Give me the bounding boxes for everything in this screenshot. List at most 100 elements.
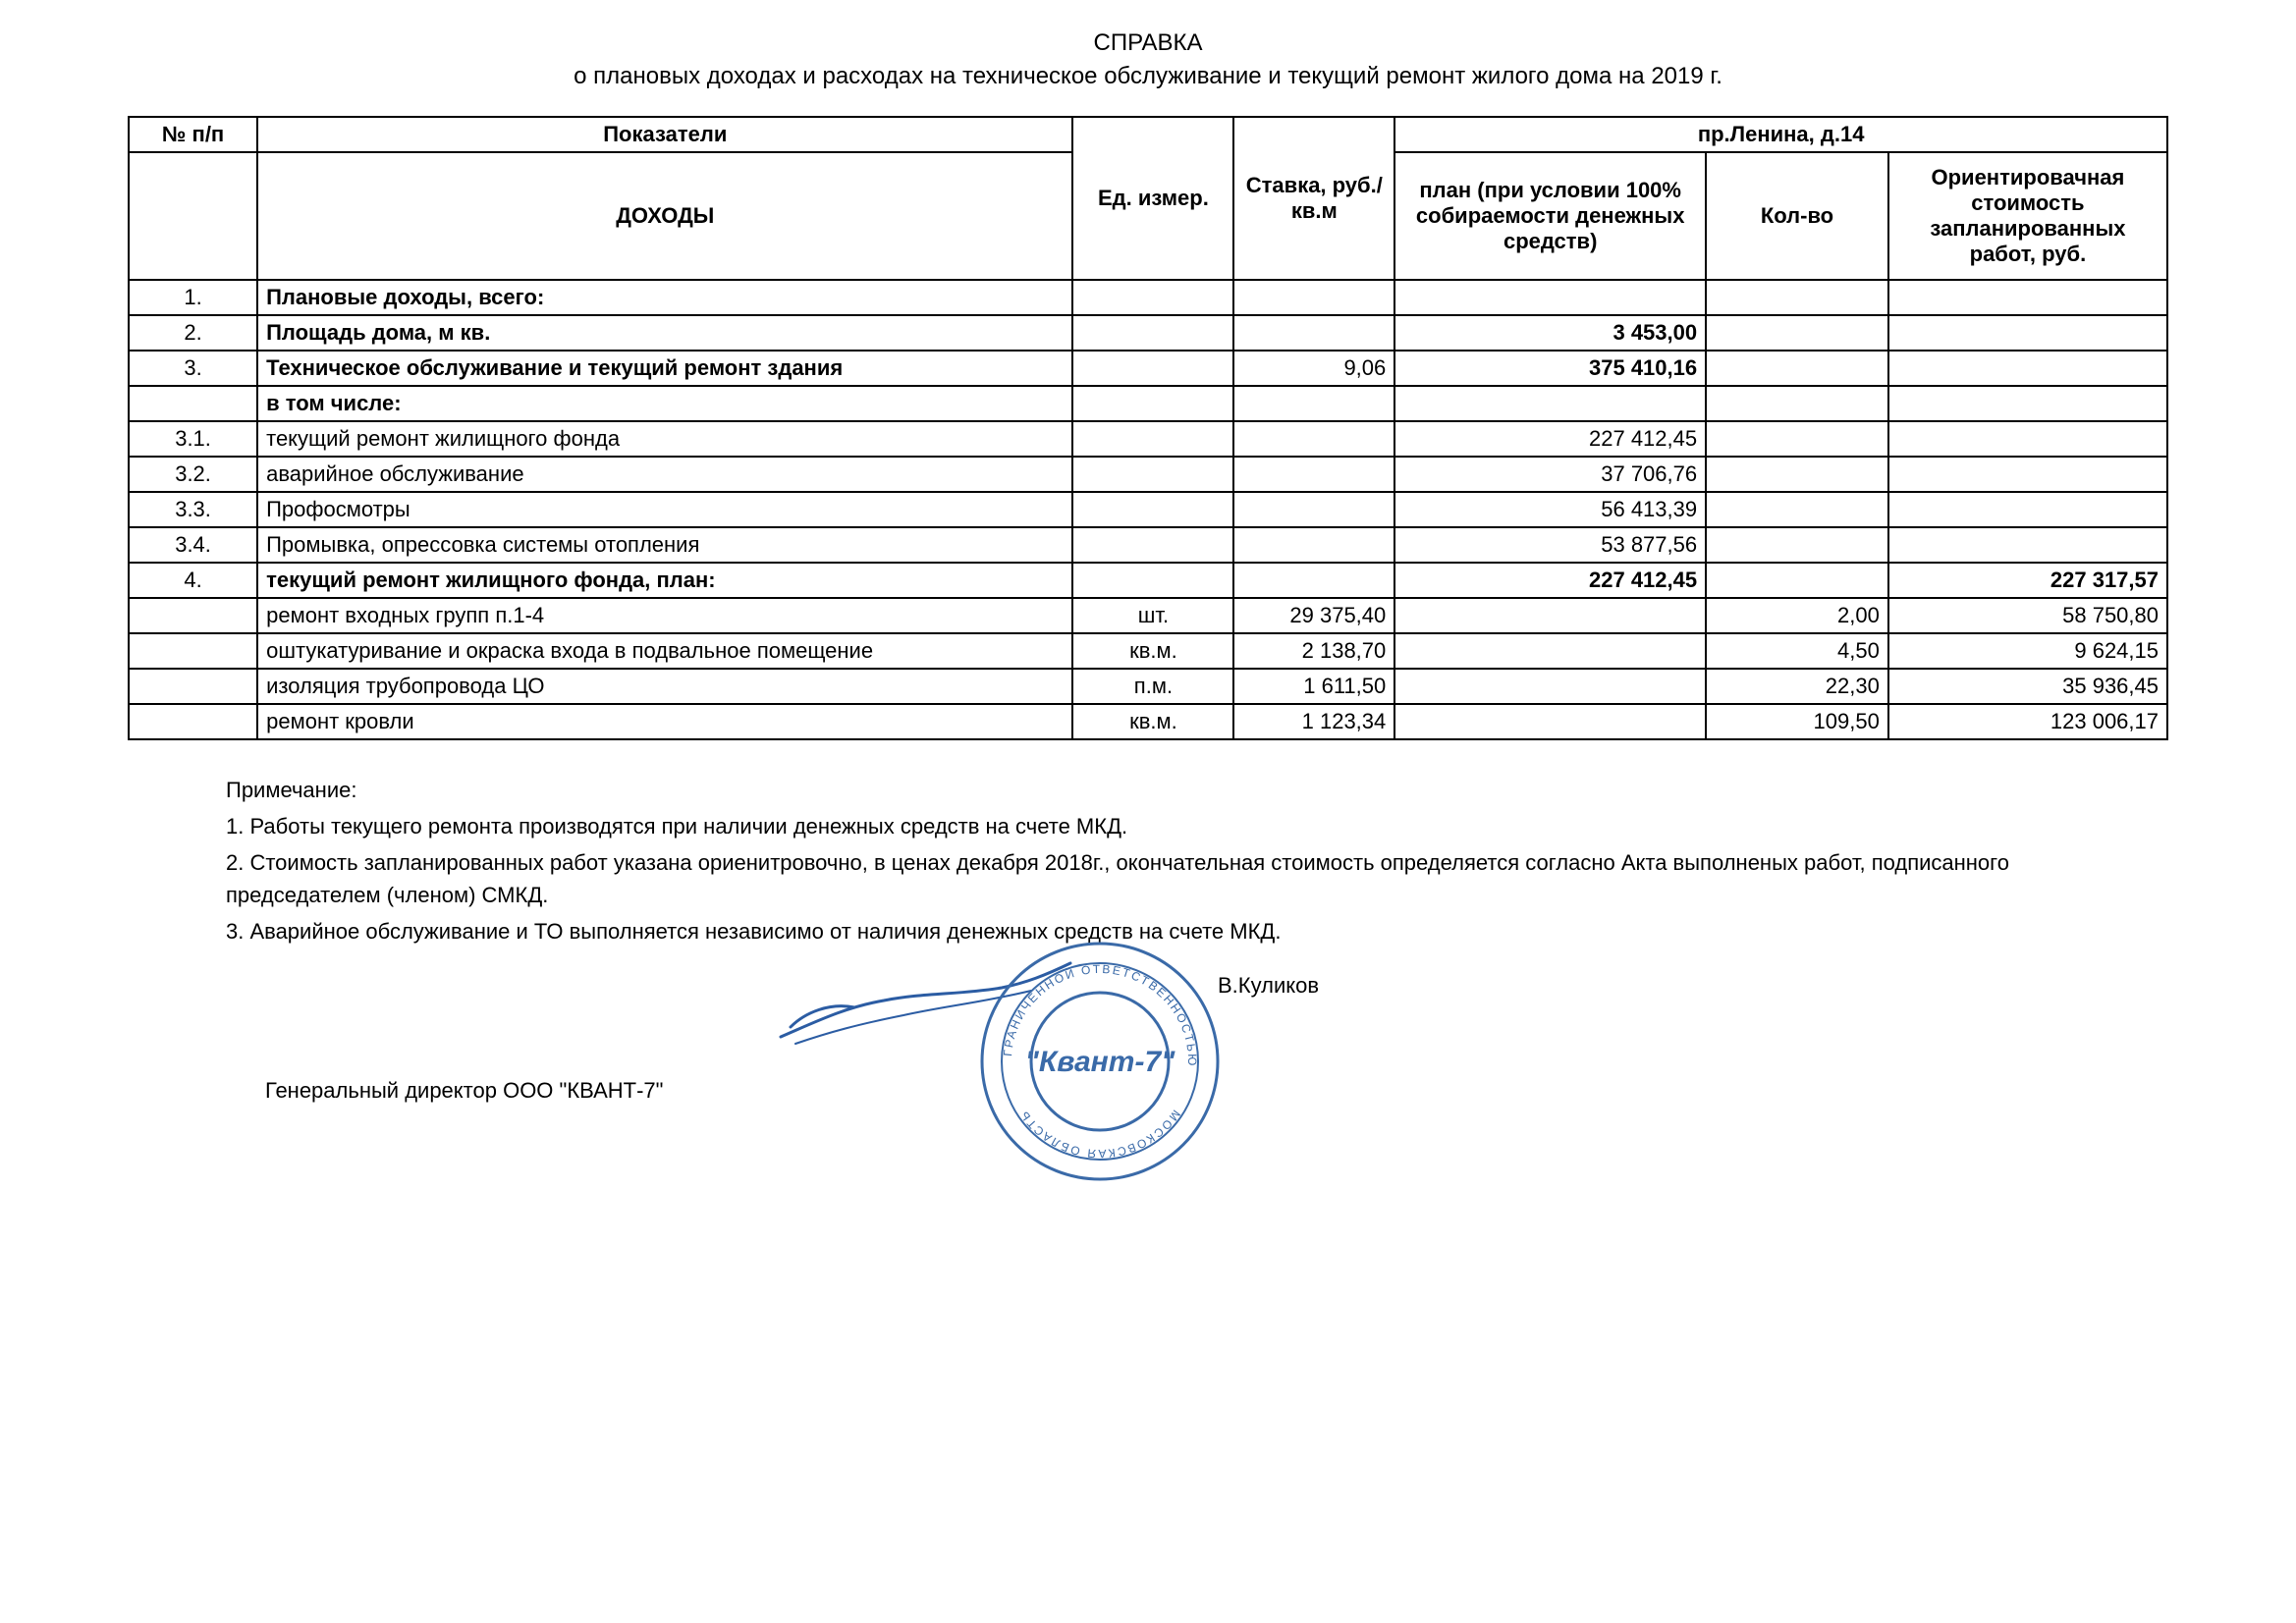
cell-cost [1888, 315, 2167, 351]
cell-unit [1072, 563, 1233, 598]
cell-unit: кв.м. [1072, 633, 1233, 669]
cell-plan: 37 706,76 [1394, 457, 1706, 492]
stamp-icon: ОГРАНИЧЕННОЙ ОТВЕТСТВЕННОСТЬЮ МОСКОВСКАЯ… [972, 934, 1228, 1189]
table-row: в том числе: [129, 386, 2167, 421]
col-indicators-header: Показатели [257, 117, 1072, 152]
note-line: 2. Стоимость запланированных работ указа… [226, 846, 2168, 911]
cell-label: ремонт кровли [257, 704, 1072, 739]
cell-qty [1706, 315, 1888, 351]
cell-unit [1072, 527, 1233, 563]
cell-qty [1706, 386, 1888, 421]
table-row: 3.2.аварийное обслуживание37 706,76 [129, 457, 2167, 492]
table-row: ремонт входных групп п.1-4шт.29 375,402,… [129, 598, 2167, 633]
cell-plan: 227 412,45 [1394, 563, 1706, 598]
cell-qty [1706, 563, 1888, 598]
cell-plan [1394, 633, 1706, 669]
cell-cost [1888, 527, 2167, 563]
cell-qty [1706, 421, 1888, 457]
table-row: ремонт кровликв.м.1 123,34109,50123 006,… [129, 704, 2167, 739]
note-line: 1. Работы текущего ремонта производятся … [226, 810, 2168, 842]
table-row: 3.Техническое обслуживание и текущий рем… [129, 351, 2167, 386]
cell-rate: 1 611,50 [1233, 669, 1394, 704]
cell-num: 2. [129, 315, 257, 351]
cell-cost [1888, 351, 2167, 386]
cell-num: 3.1. [129, 421, 257, 457]
cell-num [129, 598, 257, 633]
cell-cost [1888, 492, 2167, 527]
cell-plan: 227 412,45 [1394, 421, 1706, 457]
cell-num [129, 704, 257, 739]
cell-plan: 53 877,56 [1394, 527, 1706, 563]
cell-qty: 22,30 [1706, 669, 1888, 704]
col-qty-header: Кол-во [1706, 152, 1888, 280]
cell-qty [1706, 280, 1888, 315]
cell-rate: 2 138,70 [1233, 633, 1394, 669]
cell-cost: 35 936,45 [1888, 669, 2167, 704]
cell-rate [1233, 563, 1394, 598]
cell-num [129, 669, 257, 704]
col-income-header: ДОХОДЫ [257, 152, 1072, 280]
cell-label: изоляция трубопровода ЦО [257, 669, 1072, 704]
cell-plan: 375 410,16 [1394, 351, 1706, 386]
cell-unit: п.м. [1072, 669, 1233, 704]
svg-text:МОСКОВСКАЯ ОБЛАСТЬ: МОСКОВСКАЯ ОБЛАСТЬ [1016, 1108, 1183, 1161]
cell-label: Профосмотры [257, 492, 1072, 527]
cell-plan [1394, 669, 1706, 704]
cell-rate [1233, 421, 1394, 457]
notes-block: Примечание: 1. Работы текущего ремонта п… [226, 774, 2168, 947]
cell-plan: 3 453,00 [1394, 315, 1706, 351]
cell-qty [1706, 527, 1888, 563]
notes-heading: Примечание: [226, 774, 2168, 806]
cell-num: 1. [129, 280, 257, 315]
col-unit-header: Ед. измер. [1072, 117, 1233, 280]
cell-cost [1888, 280, 2167, 315]
signature-area: ОГРАНИЧЕННОЙ ОТВЕТСТВЕННОСТЬЮ МОСКОВСКАЯ… [933, 983, 1326, 1199]
table-row: 3.3.Профосмотры 56 413,39 [129, 492, 2167, 527]
address-header: пр.Ленина, д.14 [1394, 117, 2167, 152]
table-row: 2.Площадь дома, м кв.3 453,00 [129, 315, 2167, 351]
cell-num: 3.2. [129, 457, 257, 492]
cell-cost [1888, 421, 2167, 457]
cell-label: в том числе: [257, 386, 1072, 421]
cell-plan [1394, 598, 1706, 633]
cell-qty [1706, 457, 1888, 492]
cell-cost [1888, 457, 2167, 492]
cell-plan [1394, 280, 1706, 315]
cell-rate [1233, 386, 1394, 421]
header-row-1: № п/п Показатели Ед. измер. Ставка, руб.… [129, 117, 2167, 152]
cell-num: 3.4. [129, 527, 257, 563]
table-body: 1.Плановые доходы, всего:2.Площадь дома,… [129, 280, 2167, 739]
cell-label: оштукатуривание и окраска входа в подвал… [257, 633, 1072, 669]
cell-plan: 56 413,39 [1394, 492, 1706, 527]
cell-unit [1072, 351, 1233, 386]
cell-rate: 1 123,34 [1233, 704, 1394, 739]
doc-subtitle: о плановых доходах и расходах на техниче… [128, 63, 2168, 90]
cell-qty: 2,00 [1706, 598, 1888, 633]
cell-label: Промывка, опрессовка системы отопления [257, 527, 1072, 563]
cell-rate [1233, 280, 1394, 315]
cell-unit [1072, 421, 1233, 457]
cell-num: 3.3. [129, 492, 257, 527]
cell-label: Техническое обслуживание и текущий ремон… [257, 351, 1072, 386]
cell-unit: шт. [1072, 598, 1233, 633]
cell-num [129, 633, 257, 669]
stamp-company: "Квант-7" [1025, 1046, 1176, 1078]
cell-cost: 227 317,57 [1888, 563, 2167, 598]
col-cost-header: Ориентировачная стоимость запланированны… [1888, 152, 2167, 280]
cell-plan [1394, 386, 1706, 421]
col-rate-header: Ставка, руб./кв.м [1233, 117, 1394, 280]
cell-unit [1072, 315, 1233, 351]
cell-cost: 58 750,80 [1888, 598, 2167, 633]
col-num-header: № п/п [129, 117, 257, 152]
signer-name: В.Куликов [1218, 973, 1319, 999]
cell-label: текущий ремонт жилищного фонда [257, 421, 1072, 457]
main-table: № п/п Показатели Ед. измер. Ставка, руб.… [128, 116, 2168, 740]
cell-cost: 9 624,15 [1888, 633, 2167, 669]
cell-qty: 4,50 [1706, 633, 1888, 669]
cell-rate: 29 375,40 [1233, 598, 1394, 633]
cell-qty [1706, 351, 1888, 386]
cell-num: 4. [129, 563, 257, 598]
cell-rate [1233, 492, 1394, 527]
cell-label: Плановые доходы, всего: [257, 280, 1072, 315]
cell-rate: 9,06 [1233, 351, 1394, 386]
